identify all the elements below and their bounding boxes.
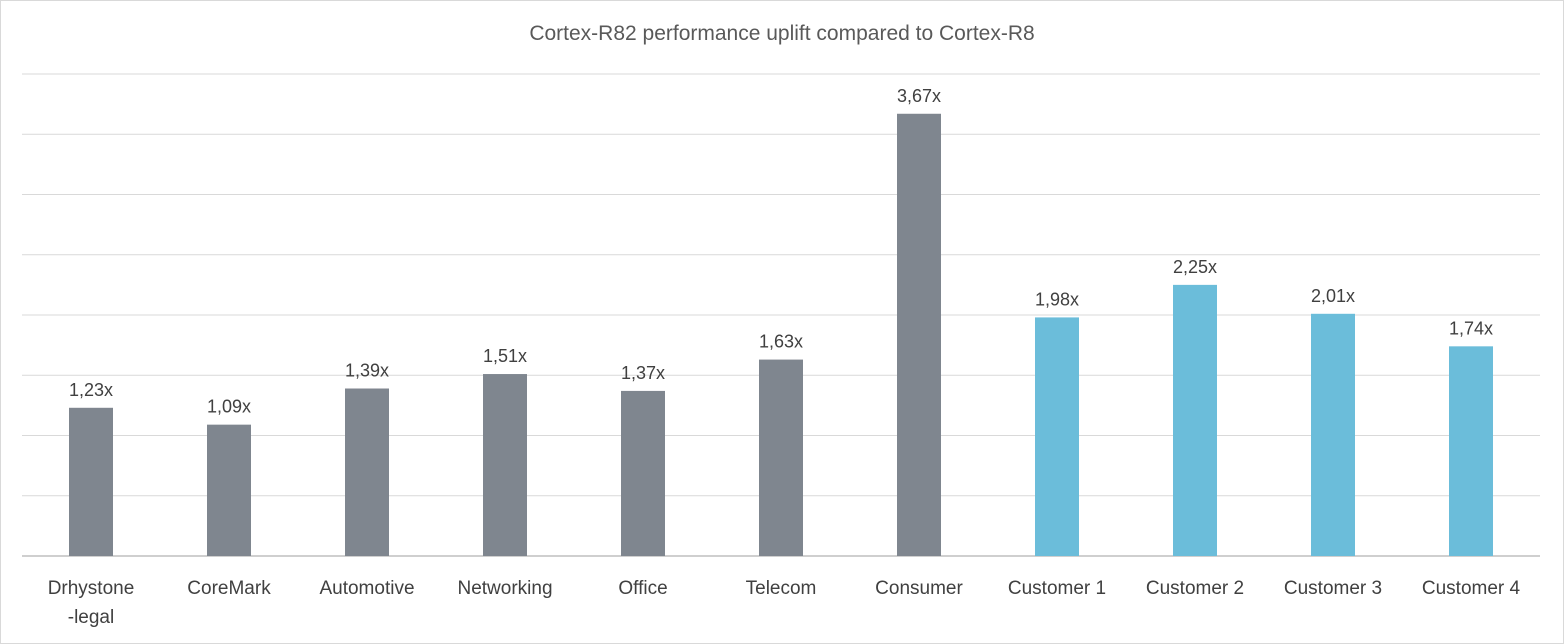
bars [69, 113, 1493, 556]
value-label: 2,25x [1173, 257, 1217, 277]
category-label: Customer 4 [1422, 578, 1521, 599]
category-labels: Drhystone -legal CoreMark Automotive Network… [48, 578, 1521, 628]
category-label: Networking [457, 578, 552, 599]
bar [1173, 284, 1217, 556]
category-label: Customer 2 [1146, 578, 1244, 599]
value-label: 2,01x [1311, 286, 1355, 306]
category-label: Consumer [875, 578, 963, 599]
value-labels: 1,23x 1,09x 1,39x 1,51x 1,37x 1,63x 3,67x 1,98x… [69, 86, 1493, 417]
value-label: 1,39x [345, 361, 389, 381]
chart-title: Cortex-R82 performance uplift compared t… [529, 22, 1035, 45]
value-label: 1,09x [207, 397, 251, 417]
value-label: 1,51x [483, 346, 527, 366]
value-label: 3,67x [897, 86, 941, 106]
bar [1449, 346, 1493, 556]
value-label: 1,74x [1449, 318, 1493, 338]
category-label: Customer 3 [1284, 578, 1382, 599]
bar [345, 388, 389, 556]
value-label: 1,37x [621, 363, 665, 383]
gridlines [22, 73, 1540, 557]
category-label: Automotive [319, 578, 414, 599]
bar [1311, 313, 1355, 556]
bar [69, 407, 113, 556]
bar [621, 390, 665, 556]
category-label: -legal [68, 607, 114, 628]
category-label: Customer 1 [1008, 578, 1106, 599]
bar [483, 374, 527, 556]
bar [759, 359, 803, 556]
value-label: 1,63x [759, 332, 803, 352]
bar [1035, 317, 1079, 556]
value-label: 1,23x [69, 380, 113, 400]
bar [897, 113, 941, 556]
category-label: Telecom [746, 578, 817, 599]
category-label: Office [618, 578, 667, 599]
bar [207, 424, 251, 556]
value-label: 1,98x [1035, 289, 1079, 309]
category-label: CoreMark [187, 578, 271, 599]
category-label: Drhystone [48, 578, 135, 599]
